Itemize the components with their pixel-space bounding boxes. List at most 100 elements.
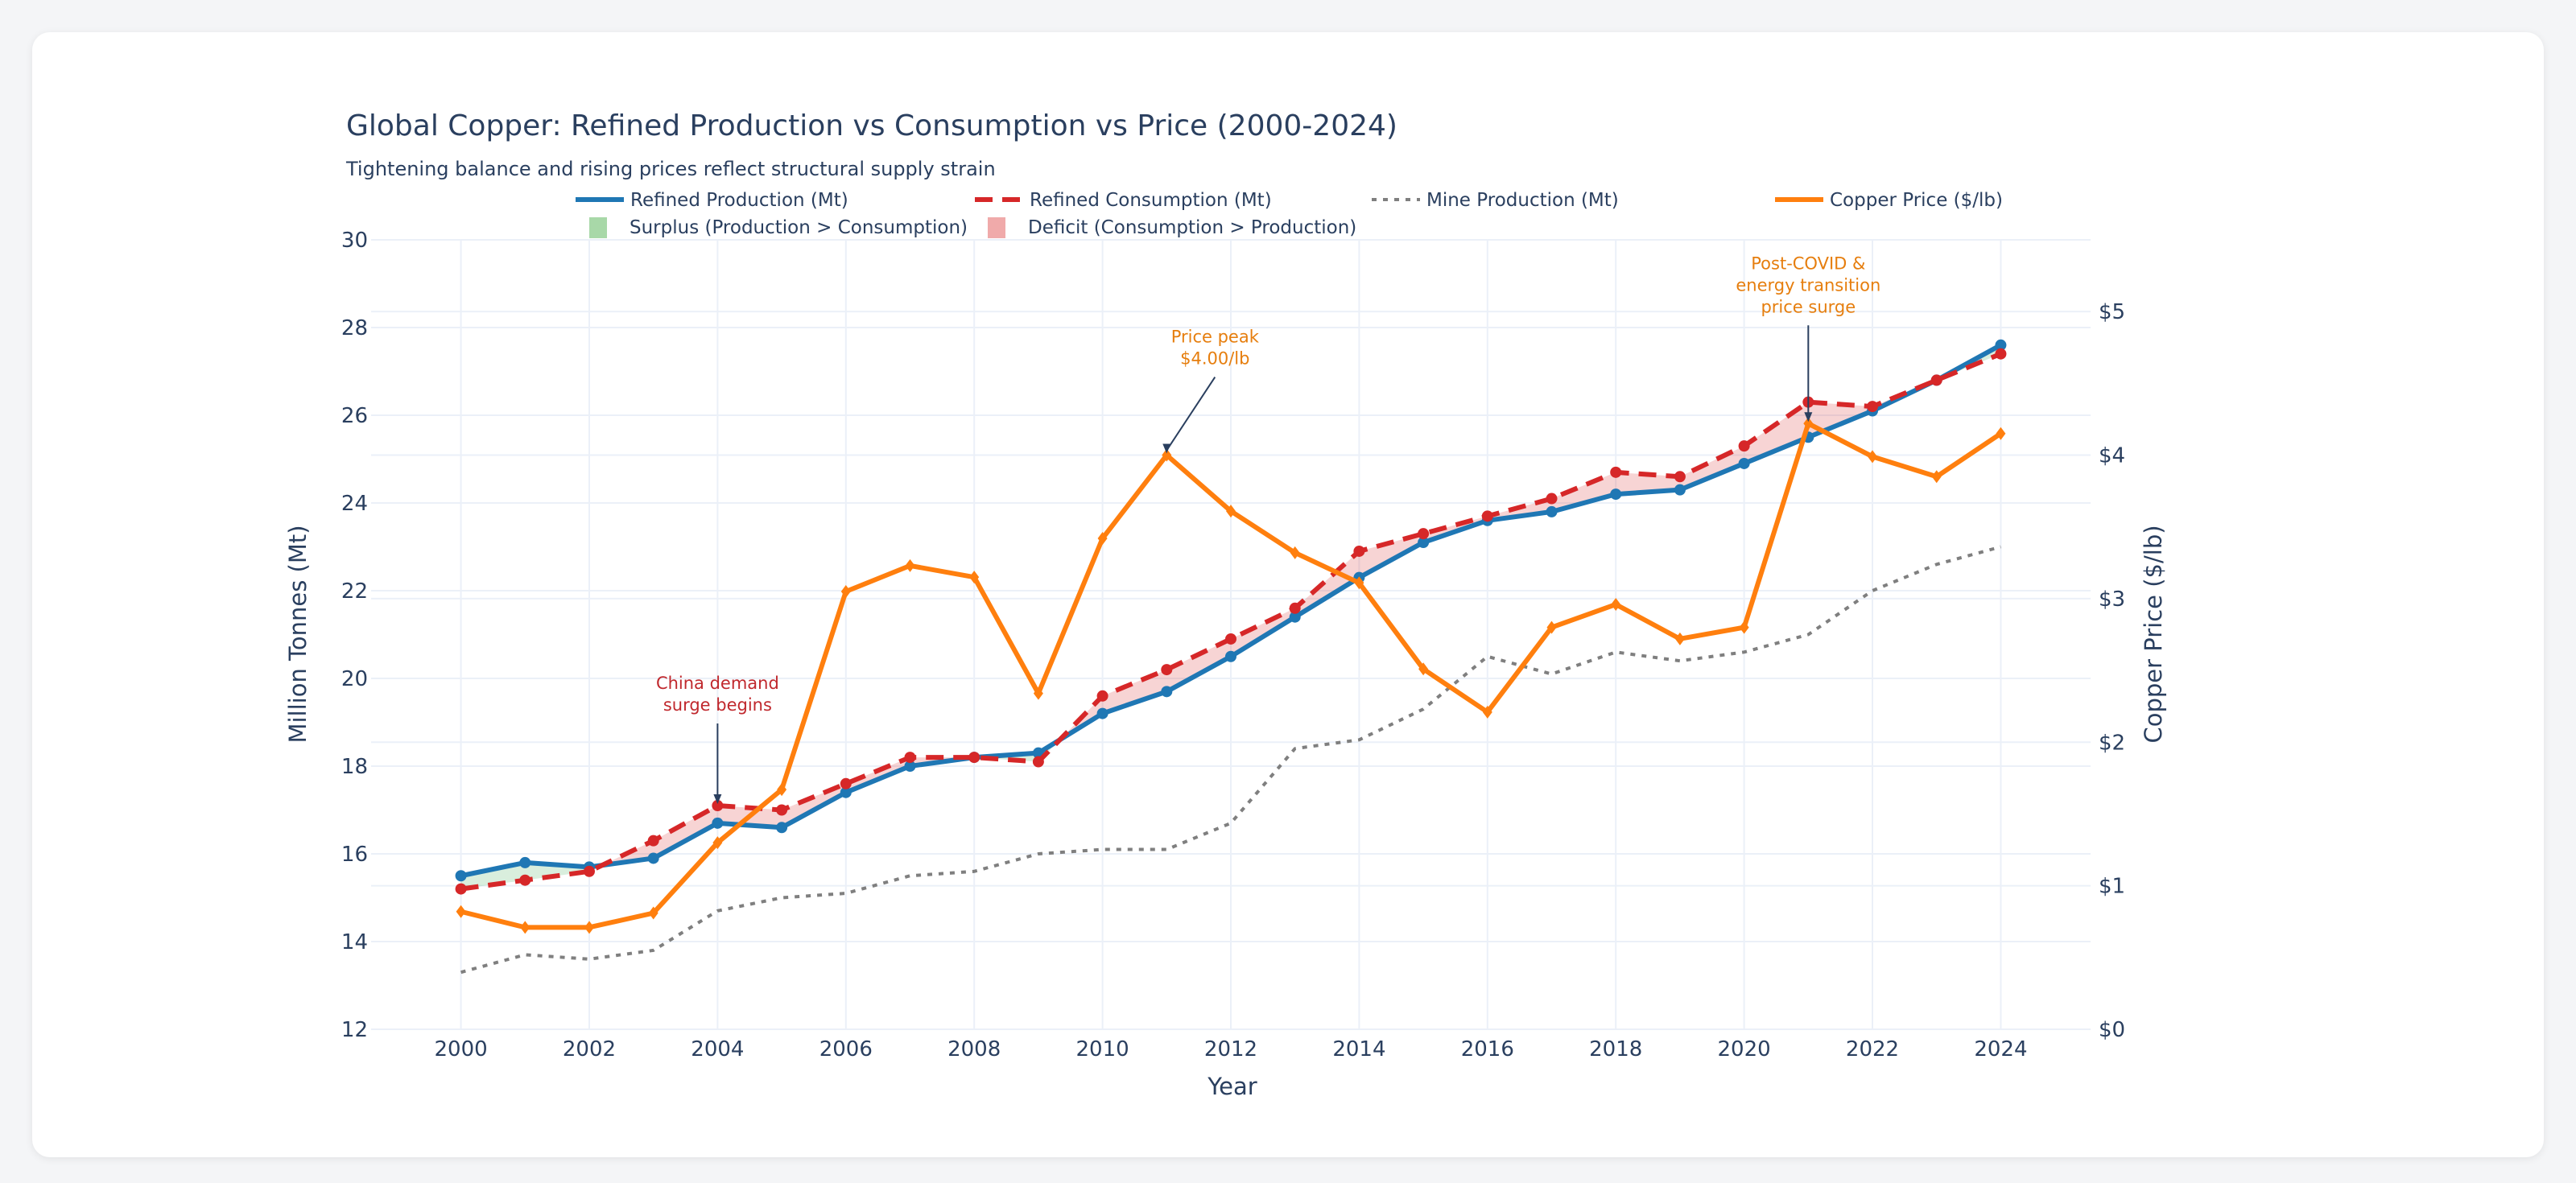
y2-tick-label: $4 — [2099, 444, 2125, 468]
y-tick-label: 20 — [341, 667, 368, 691]
refined-consumption-mt-point — [1096, 690, 1108, 702]
legend-item-surplus-production-consumption[interactable]: Surplus (Production > Consumption) — [589, 217, 968, 238]
refined-production-mt-point — [1161, 686, 1173, 698]
y2-tick-label: $0 — [2099, 1018, 2125, 1042]
legend-label: Refined Production (Mt) — [630, 190, 848, 211]
y2-tick-label: $5 — [2099, 300, 2125, 324]
x-tick-label: 2004 — [691, 1037, 744, 1061]
refined-production-mt-point — [1995, 339, 2007, 351]
copper-price-lb-point — [1097, 531, 1108, 545]
refined-consumption-mt-point — [1225, 633, 1236, 645]
refined-consumption-mt-point — [840, 777, 852, 789]
refined-consumption-mt-point — [1353, 545, 1365, 557]
refined-consumption-mt-point — [1161, 664, 1173, 676]
x-tick-label: 2008 — [947, 1037, 1001, 1061]
arrowhead-icon — [1162, 443, 1171, 454]
legend-label: Mine Production (Mt) — [1426, 190, 1619, 211]
annotation-text: Price peak — [1171, 328, 1260, 347]
deficit-fill — [1744, 402, 1809, 464]
legend-item-mine-production-mt[interactable]: Mine Production (Mt) — [1372, 190, 1619, 211]
legend-swatch — [589, 217, 607, 238]
deficit-fill — [1679, 446, 1744, 490]
gridlines — [371, 239, 2091, 1030]
legend-item-copper-price-lb[interactable]: Copper Price ($/lb) — [1775, 190, 2003, 211]
deficit-fill — [653, 806, 718, 859]
annotation-arrow — [1166, 376, 1216, 451]
refined-consumption-mt-point — [904, 752, 916, 764]
legend-label: Copper Price ($/lb) — [1830, 190, 2003, 211]
annotation-text: energy transition — [1736, 275, 1880, 295]
copper-price-lb-point — [905, 559, 915, 572]
copper-price-lb-point — [1033, 686, 1043, 700]
copper-price-lb-point — [1931, 470, 1942, 484]
refined-consumption-mt-point — [1995, 348, 2007, 360]
copper-price-lb-point — [520, 921, 530, 934]
refined-consumption-mt-point — [1289, 602, 1301, 614]
copper-price-lb-point — [840, 584, 851, 598]
x-tick-label: 2012 — [1204, 1037, 1257, 1061]
legend-swatch — [988, 217, 1005, 238]
chart-subtitle: Tightening balance and rising prices ref… — [345, 158, 996, 180]
x-tick-label: 2020 — [1718, 1037, 1771, 1061]
copper-price-lb-point — [1868, 450, 1878, 464]
x-tick-label: 2022 — [1846, 1037, 1899, 1061]
copper-price-lb-point — [584, 921, 594, 934]
y-axis-title: Million Tonnes (Mt) — [284, 525, 312, 743]
refined-consumption-mt-point — [1546, 493, 1558, 505]
y-tick-label: 30 — [341, 229, 368, 253]
legend-label: Deficit (Consumption > Production) — [1028, 217, 1356, 238]
refined-consumption-mt-point — [1674, 471, 1686, 483]
x-axis-title: Year — [1207, 1073, 1257, 1100]
y-tick-label: 16 — [341, 843, 368, 867]
copper-price-lb-point — [648, 906, 658, 920]
copper-price-lb-point — [969, 571, 980, 584]
y-tick-label: 24 — [341, 492, 368, 516]
copper-price-lb-point — [777, 783, 787, 797]
refined-consumption-mt-point — [712, 800, 724, 812]
legend-item-refined-production-mt[interactable]: Refined Production (Mt) — [576, 190, 848, 211]
refined-production-mt-point — [712, 817, 724, 829]
refined-consumption-mt-point — [1032, 756, 1044, 768]
annotation-text: China demand — [656, 674, 779, 693]
refined-production-mt-point — [904, 760, 916, 772]
arrowhead-icon — [1804, 412, 1813, 422]
refined-production-mt-point — [519, 856, 531, 868]
refined-consumption-mt-point — [968, 752, 980, 764]
copper-price-lb-point — [1354, 576, 1364, 590]
copper-price-lb-point — [1739, 620, 1749, 634]
legend-item-deficit-consumption-production[interactable]: Deficit (Consumption > Production) — [988, 217, 1356, 238]
copper-price-lb-point — [456, 905, 466, 918]
refined-consumption-mt-point — [1738, 440, 1750, 452]
y-tick-label: 12 — [341, 1018, 368, 1042]
copper-price-lb-point — [1482, 705, 1492, 719]
refined-consumption-mt-point — [519, 874, 531, 886]
refined-consumption-mt-point — [647, 835, 659, 847]
legend-label: Refined Consumption (Mt) — [1030, 190, 1272, 211]
annotation-text: $4.00/lb — [1180, 349, 1249, 369]
y2-tick-label: $3 — [2099, 587, 2125, 612]
x-tick-label: 2000 — [434, 1037, 487, 1061]
deficit-fill — [1059, 695, 1103, 740]
chart-title: Global Copper: Refined Production vs Con… — [346, 109, 1397, 142]
copper-price-lb-point — [1803, 417, 1814, 431]
refined-consumption-mt-point — [1481, 510, 1493, 522]
y-tick-label: 14 — [341, 930, 368, 954]
x-tick-label: 2002 — [563, 1037, 616, 1061]
legend-item-refined-consumption-mt[interactable]: Refined Consumption (Mt) — [975, 190, 1272, 211]
chart-card — [32, 32, 2544, 1157]
refined-consumption-mt-point — [776, 804, 788, 816]
x-tick-label: 2010 — [1076, 1037, 1129, 1061]
x-tick-label: 2018 — [1589, 1037, 1642, 1061]
refined-consumption-mt-point — [583, 865, 595, 877]
copper-price-lb-point — [1162, 448, 1172, 462]
refined-production-mt-point — [455, 870, 467, 882]
y-tick-label: 22 — [341, 579, 368, 604]
annotation-text: Post-COVID & — [1751, 254, 1865, 273]
copper-price-lb-point — [1611, 598, 1621, 612]
y2-tick-label: $2 — [2099, 731, 2125, 755]
refined-consumption-mt-point — [1867, 401, 1879, 413]
copper-price-lb-point — [712, 836, 723, 850]
copper-price-lb-point — [1290, 546, 1300, 559]
copper-price-lb-point — [1674, 632, 1685, 645]
